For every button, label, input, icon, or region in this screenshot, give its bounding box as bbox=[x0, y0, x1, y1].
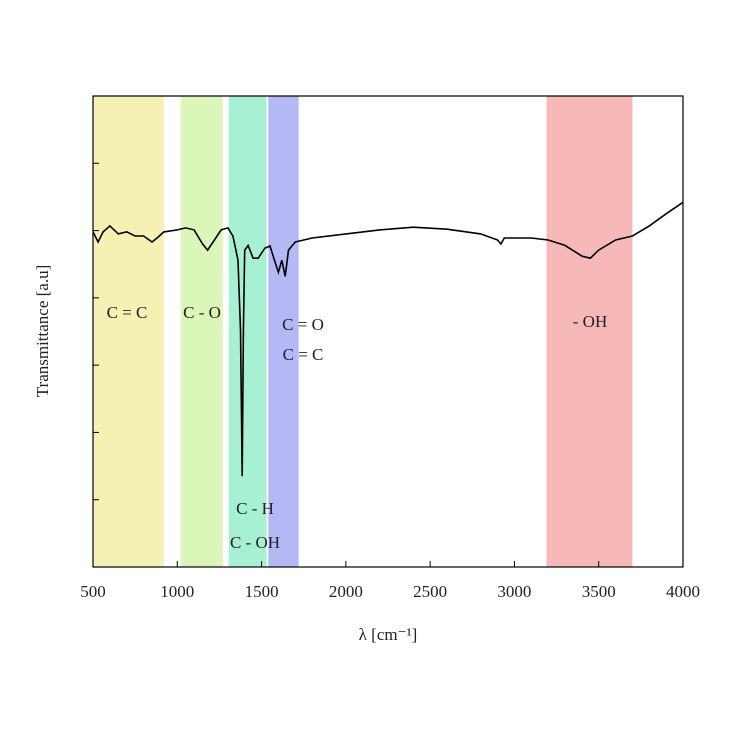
x-tick-label: 4000 bbox=[666, 582, 700, 601]
x-tick-label: 1500 bbox=[245, 582, 279, 601]
spectrum-line bbox=[92, 201, 684, 477]
band bbox=[546, 96, 633, 567]
band-label: C = C bbox=[107, 303, 148, 322]
band bbox=[180, 96, 223, 567]
x-tick-label: 2500 bbox=[413, 582, 447, 601]
y-axis-label: Transmittance [a.u] bbox=[33, 265, 52, 398]
band-label: C - O bbox=[183, 303, 221, 322]
band bbox=[228, 96, 267, 567]
x-tick-label: 500 bbox=[80, 582, 106, 601]
band bbox=[268, 96, 299, 567]
band-label: C - H bbox=[236, 499, 274, 518]
x-tick-label: 3000 bbox=[497, 582, 531, 601]
x-tick-label: 3500 bbox=[582, 582, 616, 601]
plot-frame bbox=[92, 95, 684, 568]
x-axis-label: λ [cm⁻¹] bbox=[359, 625, 418, 644]
x-tick-label: 2000 bbox=[329, 582, 363, 601]
band-label: C - OH bbox=[230, 533, 280, 552]
band bbox=[93, 96, 164, 567]
band-label: - OH bbox=[573, 312, 607, 331]
band-label: C = O bbox=[282, 315, 324, 334]
x-tick-label: 1000 bbox=[160, 582, 194, 601]
band-label: C = C bbox=[283, 345, 324, 364]
